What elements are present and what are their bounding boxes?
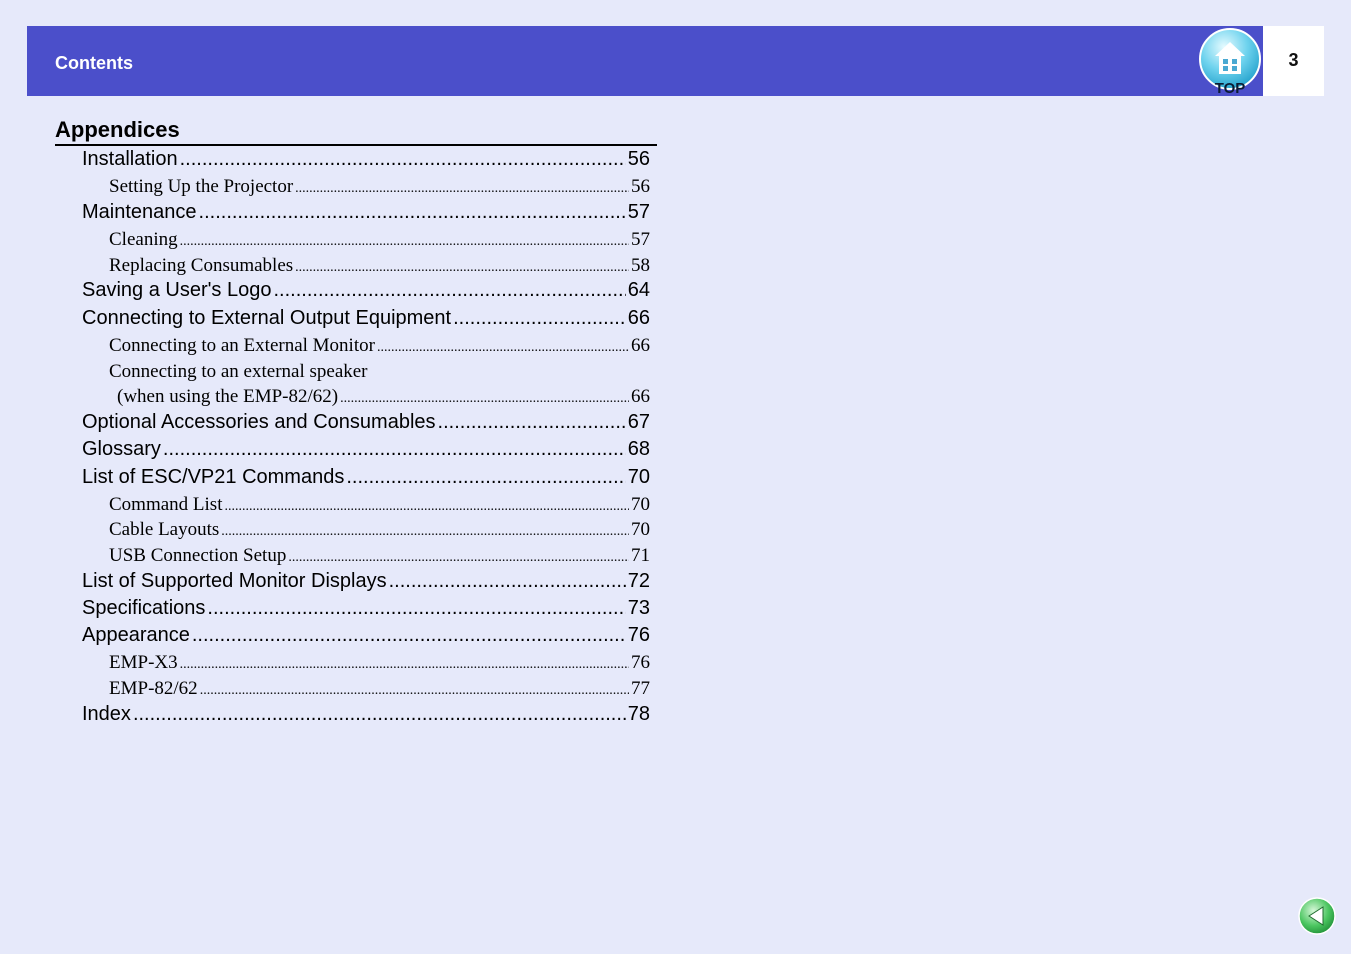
dot-leader (180, 657, 629, 673)
home-top-icon (1199, 28, 1261, 90)
toc-entry-page: 67 (627, 411, 650, 433)
toc-entry-external-speaker-line1[interactable]: Connecting to an external speaker (109, 361, 368, 382)
toc-entry-page: 70 (631, 519, 650, 540)
toc-entry-external-output-equipment[interactable]: Connecting to External Output Equipment … (82, 307, 650, 330)
toc-entry-appearance[interactable]: Appearance 76 (82, 624, 650, 647)
toc-entry-label: List of Supported Monitor Displays (82, 570, 387, 592)
dot-leader (295, 260, 629, 276)
toc-entry-emp-x3[interactable]: EMP-X3 76 (109, 652, 650, 674)
toc-entry-label: USB Connection Setup (109, 545, 287, 566)
dot-leader (273, 279, 625, 302)
toc-entry-label: Index (82, 703, 131, 725)
dot-leader (453, 307, 626, 330)
toc-entry-page: 66 (627, 307, 650, 329)
toc-entry-label: (when using the EMP-82/62) (117, 386, 339, 407)
dot-leader (221, 524, 629, 540)
toc-entry-label: EMP-X3 (109, 652, 178, 673)
toc-entry-label: Connecting to External Output Equipment (82, 307, 452, 329)
toc-entry-installation[interactable]: Installation 56 (82, 148, 650, 171)
dot-leader (346, 466, 625, 489)
toc-entry-page: 76 (627, 624, 650, 646)
toc-entry-label: Replacing Consumables (109, 255, 294, 276)
toc-entry-label: List of ESC/VP21 Commands (82, 466, 345, 488)
page-number: 3 (1288, 50, 1299, 70)
toc-entry-index[interactable]: Index 78 (82, 703, 650, 726)
toc-entry-external-speaker[interactable]: (when using the EMP-82/62) 66 (117, 386, 650, 408)
dot-leader (192, 624, 626, 647)
toc-entry-page: 66 (631, 386, 650, 407)
toc-entry-setting-up-projector[interactable]: Setting Up the Projector 56 (109, 176, 650, 198)
toc-entry-page: 66 (631, 335, 650, 356)
toc-entry-maintenance[interactable]: Maintenance 57 (82, 201, 650, 224)
toc-entry-page: 68 (627, 438, 650, 460)
toc-entry-page: 57 (631, 229, 650, 250)
toc-entry-label: Optional Accessories and Consumables (82, 411, 436, 433)
toc-entry-label: Cable Layouts (109, 519, 220, 540)
dot-leader (340, 391, 629, 407)
page-number-box: 3 (1263, 26, 1324, 96)
toc-entry-page: 57 (627, 201, 650, 223)
toc-entry-replacing-consumables[interactable]: Replacing Consumables 58 (109, 255, 650, 277)
back-arrow-icon (1298, 897, 1336, 935)
dot-leader (207, 597, 625, 620)
toc-entry-cable-layouts[interactable]: Cable Layouts 70 (109, 519, 650, 541)
section-divider (55, 144, 657, 146)
toc-entry-emp-82-62[interactable]: EMP-82/62 77 (109, 678, 650, 700)
dot-leader (295, 181, 629, 197)
header-title: Contents (55, 53, 133, 73)
toc-entry-label: EMP-82/62 (109, 678, 198, 699)
toc-entry-label: Cleaning (109, 229, 178, 250)
toc-entry-external-monitor[interactable]: Connecting to an External Monitor 66 (109, 335, 650, 357)
toc-entry-cleaning[interactable]: Cleaning 57 (109, 229, 650, 251)
toc-entry-page: 56 (631, 176, 650, 197)
toc-entry-supported-monitor-displays[interactable]: List of Supported Monitor Displays 72 (82, 570, 650, 593)
toc-entry-label: Appearance (82, 624, 190, 646)
toc-entry-glossary[interactable]: Glossary 68 (82, 438, 650, 461)
table-of-contents: Installation 56 Setting Up the Projector… (0, 0, 700, 954)
back-button[interactable] (1298, 897, 1336, 935)
toc-entry-page: 70 (631, 494, 650, 515)
toc-entry-command-list[interactable]: Command List 70 (109, 494, 650, 516)
toc-entry-page: 78 (627, 703, 650, 725)
toc-entry-page: 76 (631, 652, 650, 673)
toc-entry-page: 56 (627, 148, 650, 170)
top-button-label: TOP (1214, 80, 1246, 97)
toc-entry-label: Specifications (82, 597, 206, 619)
dot-leader (389, 570, 626, 593)
dot-leader (199, 201, 626, 224)
toc-entry-usb-connection-setup[interactable]: USB Connection Setup 71 (109, 545, 650, 567)
dot-leader (180, 148, 626, 171)
toc-entry-saving-users-logo[interactable]: Saving a User's Logo 64 (82, 279, 650, 302)
toc-entry-page: 64 (627, 279, 650, 301)
toc-entry-label: Glossary (82, 438, 161, 460)
toc-entry-esc-vp21-commands[interactable]: List of ESC/VP21 Commands 70 (82, 466, 650, 489)
dot-leader (200, 683, 629, 699)
toc-entry-optional-accessories[interactable]: Optional Accessories and Consumables 67 (82, 411, 650, 434)
toc-entry-label: Saving a User's Logo (82, 279, 272, 301)
toc-entry-page: 70 (627, 466, 650, 488)
section-title: Appendices (55, 117, 180, 142)
dot-leader (438, 411, 626, 434)
toc-entry-specifications[interactable]: Specifications 73 (82, 597, 650, 620)
dot-leader (180, 234, 629, 250)
toc-entry-page: 77 (631, 678, 650, 699)
dot-leader (288, 550, 629, 566)
toc-entry-label: Installation (82, 148, 178, 170)
top-button[interactable]: TOP (1198, 28, 1262, 97)
toc-entry-label: Connecting to an External Monitor (109, 335, 375, 356)
dot-leader (163, 438, 626, 461)
toc-entry-page: 73 (627, 597, 650, 619)
toc-entry-label: Maintenance (82, 201, 197, 223)
dot-leader (224, 499, 629, 515)
toc-entry-label: Setting Up the Projector (109, 176, 294, 197)
toc-entry-page: 58 (631, 255, 650, 276)
dot-leader (377, 340, 629, 356)
toc-entry-page: 71 (631, 545, 650, 566)
toc-entry-page: 72 (627, 570, 650, 592)
header-bar: Contents (27, 26, 1263, 96)
toc-entry-label: Command List (109, 494, 223, 515)
dot-leader (133, 703, 626, 726)
